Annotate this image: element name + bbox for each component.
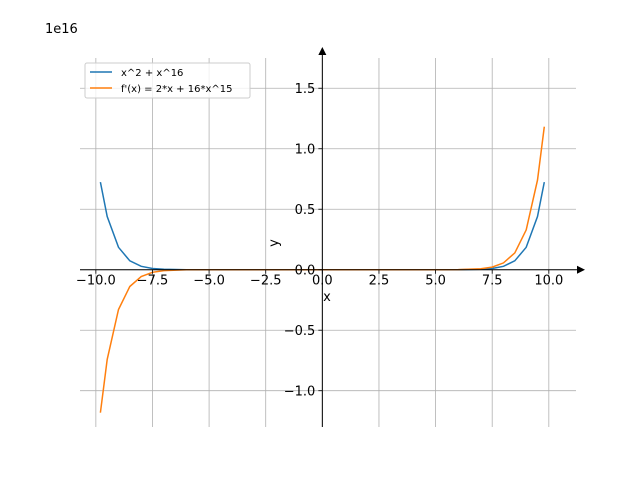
x-tick-label: −10.0 — [76, 274, 116, 289]
y-tick-label: 1.5 — [295, 82, 316, 97]
x-tick-label: 0.0 — [312, 274, 333, 289]
y-tick-label: 0.5 — [295, 203, 316, 218]
y-axis-label: y — [267, 239, 282, 247]
legend-box — [84, 62, 251, 99]
y-axis-arrow — [318, 47, 327, 55]
legend: x^2 + x^16 f'(x) = 2*x + 16*x^15 — [84, 62, 251, 99]
x-tick-label: 10.0 — [534, 274, 563, 289]
y-tick-label: 1.0 — [295, 143, 316, 158]
x-tick-label: 2.5 — [369, 274, 390, 289]
axes — [80, 47, 585, 427]
legend-label-series-2: f'(x) = 2*x + 16*x^15 — [121, 84, 233, 95]
y-tick-label: −1.0 — [284, 385, 316, 400]
y-tick-label: −0.5 — [284, 324, 316, 339]
y-offset-label: 1e16 — [45, 22, 78, 37]
x-tick-label: 5.0 — [425, 274, 446, 289]
y-tick-label: 0.0 — [295, 264, 316, 279]
x-axis-label: x — [323, 290, 331, 305]
grid — [80, 58, 576, 427]
x-tick-label: −7.5 — [137, 274, 169, 289]
x-tick-label: 7.5 — [482, 274, 503, 289]
x-tick-label: −5.0 — [193, 274, 225, 289]
x-axis-arrow — [577, 265, 585, 274]
ticks: −10.0 −7.5 −5.0 −2.5 0.0 2.5 5.0 7.5 10.0 −1.0 −0.… — [76, 82, 563, 399]
legend-label-series-1: x^2 + x^16 — [121, 68, 183, 79]
x-tick-label: −2.5 — [250, 274, 282, 289]
